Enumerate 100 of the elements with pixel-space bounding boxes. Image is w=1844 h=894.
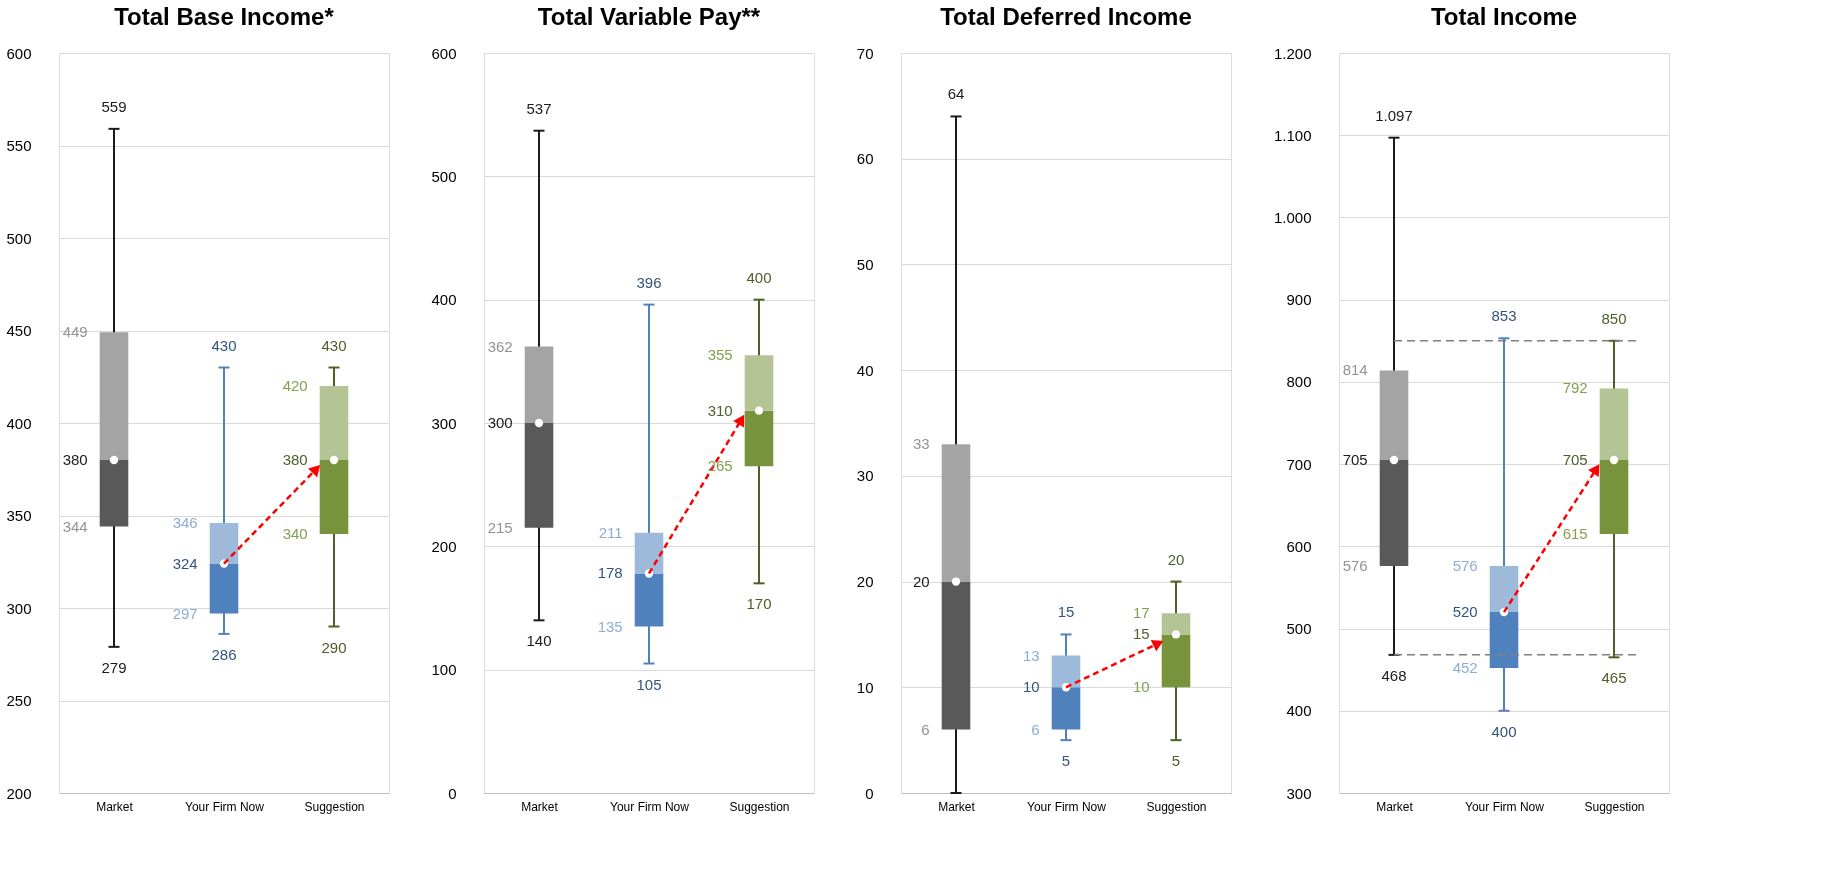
annotation: 380 [62, 451, 88, 468]
annotation: 420 [282, 377, 308, 394]
annotation: 279 [101, 658, 127, 676]
chart-title: Total Base Income* [114, 3, 335, 30]
y-tick-label: 50 [856, 255, 874, 273]
annotation: 576 [1452, 557, 1478, 575]
annotation: 13 [1023, 646, 1040, 664]
y-tick-label: 400 [431, 291, 457, 309]
annotation: 449 [62, 323, 88, 341]
annotation: 170 [746, 595, 772, 613]
annotation: 705 [1342, 451, 1368, 468]
annotation: 10 [1023, 678, 1040, 696]
annotation: 452 [1452, 659, 1478, 677]
y-tick-label: 40 [856, 361, 874, 379]
y-tick-label: 1.000 [1273, 208, 1312, 226]
annotation: 792 [1562, 379, 1588, 397]
x-tick-label: Your Firm Now [1027, 799, 1107, 814]
y-tick-label: 300 [6, 599, 32, 617]
y-tick-label: 70 [856, 44, 874, 62]
x-tick-label: Suggestion [1584, 799, 1645, 814]
y-tick-label: 500 [1286, 620, 1312, 638]
y-tick-label: 600 [431, 44, 457, 62]
y-tick-label: 30 [856, 467, 874, 485]
annotation: 853 [1491, 307, 1517, 325]
annotation: 537 [526, 99, 552, 117]
annotation: 615 [1562, 525, 1588, 542]
annotation: 6 [921, 720, 930, 738]
y-tick-label: 10 [856, 678, 874, 696]
annotation: 15 [1133, 625, 1150, 643]
annotation: 300 [487, 414, 513, 431]
annotation: 340 [282, 525, 308, 542]
y-tick-label: 250 [6, 692, 32, 709]
y-tick-label: 20 [856, 573, 874, 591]
annotation: 5 [1061, 752, 1071, 770]
chart-title: Total Variable Pay** [537, 3, 761, 30]
y-tick-label: 800 [1286, 373, 1312, 391]
annotation: 850 [1601, 309, 1627, 327]
annotation: 265 [707, 457, 733, 475]
annotation: 105 [636, 675, 662, 693]
y-tick-label: 350 [6, 507, 32, 524]
annotation: 140 [526, 632, 552, 650]
annotation: 400 [1491, 722, 1517, 740]
y-tick-label: 0 [448, 784, 457, 802]
x-tick-label: Market [521, 799, 559, 814]
x-tick-label: Market [938, 799, 976, 814]
y-tick-label: 100 [431, 661, 457, 679]
annotation: 20 [1167, 550, 1185, 568]
y-tick-label: 900 [1286, 291, 1312, 309]
annotation: 362 [487, 337, 513, 355]
annotation: 576 [1342, 557, 1368, 575]
y-tick-label: 1.200 [1273, 44, 1312, 62]
annotation: 400 [746, 268, 772, 286]
annotation: 20 [913, 572, 930, 590]
x-tick-label: Suggestion [1146, 799, 1207, 814]
annotation: 33 [913, 435, 930, 453]
y-tick-label: 300 [1286, 784, 1312, 802]
annotation: 215 [487, 518, 513, 536]
y-tick-label: 450 [6, 322, 32, 339]
annotation: 814 [1342, 361, 1368, 379]
annotation: 468 [1381, 666, 1407, 684]
annotation: 355 [707, 346, 733, 364]
y-tick-label: 0 [865, 784, 874, 802]
annotation: 5 [1171, 752, 1181, 770]
annotation: 430 [321, 336, 347, 354]
x-tick-label: Market [1376, 799, 1414, 814]
annotation: 465 [1601, 669, 1627, 687]
annotation: 344 [62, 517, 88, 535]
annotation: 380 [282, 451, 308, 468]
y-tick-label: 200 [431, 537, 457, 555]
y-tick-label: 60 [856, 150, 874, 168]
annotation: 286 [211, 645, 237, 663]
annotation: 10 [1133, 678, 1150, 696]
y-tick-label: 500 [6, 229, 32, 247]
annotation: 310 [707, 401, 733, 419]
y-tick-label: 600 [1286, 537, 1312, 555]
x-tick-label: Suggestion [304, 799, 365, 814]
annotation: 135 [597, 617, 623, 635]
x-tick-label: Your Firm Now [610, 799, 690, 814]
annotation: 290 [321, 638, 347, 656]
y-tick-label: 200 [6, 784, 32, 802]
y-tick-label: 700 [1286, 455, 1312, 473]
x-tick-label: Suggestion [729, 799, 790, 814]
annotation: 324 [172, 554, 198, 572]
x-tick-label: Market [96, 799, 134, 814]
y-tick-label: 300 [431, 414, 457, 432]
annotation: 211 [598, 523, 623, 541]
y-tick-label: 600 [6, 44, 32, 62]
annotation: 430 [211, 336, 237, 354]
y-tick-label: 400 [6, 414, 32, 432]
annotation: 17 [1133, 604, 1150, 622]
y-tick-label: 1.100 [1273, 126, 1312, 144]
y-tick-label: 500 [431, 167, 457, 185]
annotation: 346 [172, 513, 198, 531]
chart-title: Total Income [1430, 3, 1578, 30]
y-tick-label: 550 [6, 137, 32, 154]
annotation: 559 [101, 97, 127, 115]
annotation: 6 [1031, 720, 1040, 738]
x-tick-label: Your Firm Now [1465, 799, 1545, 814]
annotation: 1.097 [1375, 106, 1413, 124]
chart-title: Total Deferred Income [940, 3, 1192, 30]
